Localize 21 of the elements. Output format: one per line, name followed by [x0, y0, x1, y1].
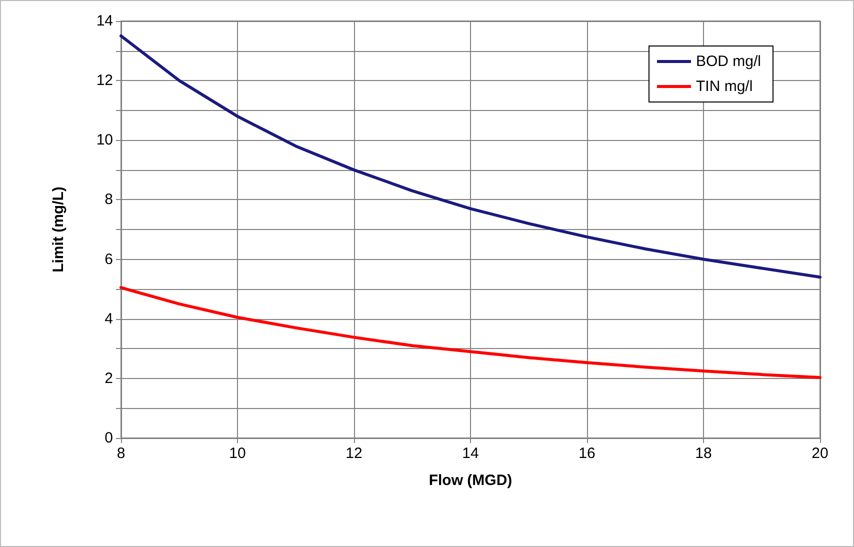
legend-label: BOD mg/l: [696, 53, 762, 70]
x-tick-label: 8: [116, 445, 126, 462]
y-axis-title: Limit (mg/L): [50, 186, 67, 272]
line-series: [120, 34, 822, 279]
y-tick-label: 14: [96, 12, 113, 30]
x-tick-label: 20: [812, 445, 828, 462]
x-tick-label: 10: [229, 445, 246, 462]
y-tick-label: 2: [104, 370, 113, 387]
y-tick-label: 0: [104, 430, 113, 446]
y-tick-label: 4: [104, 310, 113, 328]
y-tick-label: 6: [104, 250, 113, 268]
x-tick-label: 18: [695, 445, 712, 462]
y-tick-label: 10: [96, 132, 113, 149]
x-tick-label: 14: [462, 445, 479, 462]
y-tick-label: 12: [96, 72, 113, 90]
x-tick-label: 12: [346, 445, 362, 462]
line-series: [120, 286, 822, 380]
x-tick-label: 16: [578, 445, 596, 462]
x-axis-title: Flow (MGD): [428, 472, 512, 489]
y-tick-label: 8: [104, 191, 113, 208]
legend-label: TIN mg/l: [696, 78, 753, 95]
